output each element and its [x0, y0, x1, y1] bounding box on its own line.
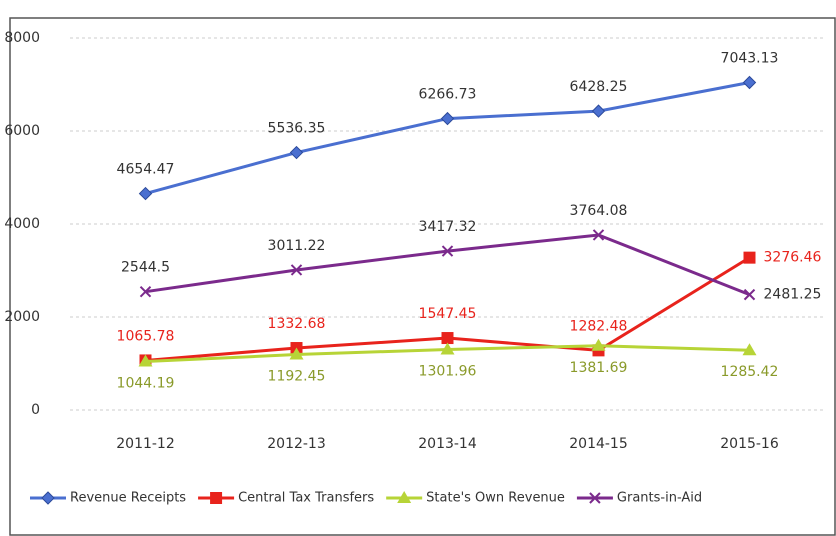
x-tick-label: 2013-14 — [418, 436, 477, 452]
data-label: 1282.48 — [570, 318, 628, 334]
data-label: 1381.69 — [570, 360, 628, 376]
marker — [592, 229, 605, 241]
data-label: 3417.32 — [419, 219, 477, 235]
frame — [9, 17, 836, 536]
data-label: 3764.08 — [570, 203, 628, 219]
marker — [441, 332, 454, 345]
data-label: 1301.96 — [419, 363, 477, 379]
data-label: 3011.22 — [268, 238, 326, 254]
marker — [138, 186, 153, 201]
y-tick-label: 0 — [31, 402, 40, 418]
data-label: 5536.35 — [268, 121, 326, 137]
x-tick-label: 2011-12 — [116, 436, 175, 452]
marker — [41, 491, 55, 505]
marker — [440, 342, 455, 355]
marker — [397, 491, 412, 503]
x-tick-label: 2015-16 — [720, 436, 779, 452]
data-label: 1332.68 — [268, 316, 326, 332]
data-label: 4654.47 — [117, 162, 175, 178]
data-label: 1044.19 — [117, 375, 175, 391]
data-label: 6266.73 — [419, 87, 477, 103]
marker — [441, 245, 454, 257]
series-line — [145, 233, 751, 297]
y-tick-label: 2000 — [4, 309, 40, 325]
marker — [743, 251, 756, 264]
marker — [289, 347, 304, 360]
marker — [138, 354, 153, 367]
data-label: 3276.46 — [764, 250, 822, 266]
data-label: 2481.25 — [764, 287, 822, 303]
marker — [290, 264, 303, 276]
legend-label: Grants-in-Aid — [617, 491, 702, 506]
data-label: 2544.5 — [121, 260, 170, 276]
data-label: 1547.45 — [419, 306, 477, 322]
x-tick-label: 2014-15 — [569, 436, 628, 452]
marker — [289, 145, 304, 160]
y-tick-label: 6000 — [4, 123, 40, 139]
marker — [139, 285, 152, 298]
marker — [589, 492, 601, 504]
data-label: 6428.25 — [570, 79, 628, 95]
marker — [742, 343, 757, 356]
data-label: 1192.45 — [268, 369, 326, 385]
legend-label: Revenue Receipts — [70, 491, 186, 506]
y-tick-label: 4000 — [4, 216, 40, 232]
marker — [743, 288, 756, 301]
data-label: 7043.13 — [721, 50, 779, 66]
marker — [210, 492, 223, 504]
data-label: 1065.78 — [117, 328, 175, 344]
marker — [591, 104, 606, 118]
legend-label: State's Own Revenue — [426, 491, 565, 506]
legend-label: Central Tax Transfers — [238, 491, 374, 506]
y-tick-label: 8000 — [4, 30, 40, 46]
data-label: 1285.42 — [721, 364, 779, 380]
x-tick-label: 2012-13 — [267, 436, 326, 452]
marker — [591, 338, 606, 351]
marker — [742, 75, 757, 90]
marker — [440, 111, 455, 126]
